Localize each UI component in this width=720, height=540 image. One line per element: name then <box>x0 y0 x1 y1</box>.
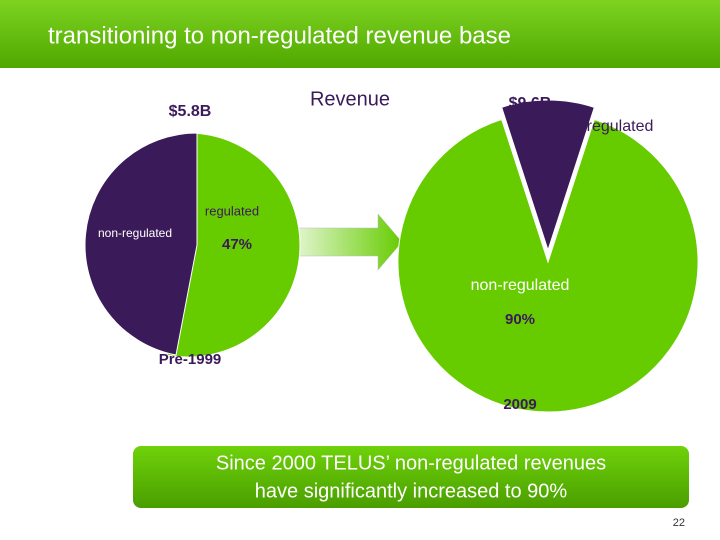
value-label: 10% <box>538 167 568 184</box>
slice-label: regulated <box>587 118 654 135</box>
pie-slice <box>501 99 595 252</box>
value-label: 90% <box>505 311 535 328</box>
pie-total: $5.8B <box>169 103 212 120</box>
page-number: 22 <box>673 517 685 529</box>
callout-line: have significantly increased to 90% <box>255 480 568 502</box>
slice-label: non-regulated <box>471 277 570 294</box>
header-band <box>0 0 720 68</box>
pie-slice <box>166 132 301 358</box>
callout-box <box>133 446 689 508</box>
value-label: 53% <box>120 261 150 278</box>
pie-caption: 2009 <box>503 396 536 413</box>
callout-line: Since 2000 TELUS’ non-regulated revenues <box>216 452 606 474</box>
slice-label: regulated <box>205 203 259 218</box>
pie-slice <box>84 132 198 356</box>
slide-title: transitioning to non-regulated revenue b… <box>48 22 511 49</box>
pie-slice <box>397 118 699 413</box>
pie-caption: Pre-1999 <box>159 351 222 368</box>
section-title: Revenue <box>310 88 390 110</box>
pie-total: $9.6B <box>509 95 552 112</box>
slice-label: non-regulated <box>98 226 172 240</box>
value-label: 47% <box>222 236 252 253</box>
